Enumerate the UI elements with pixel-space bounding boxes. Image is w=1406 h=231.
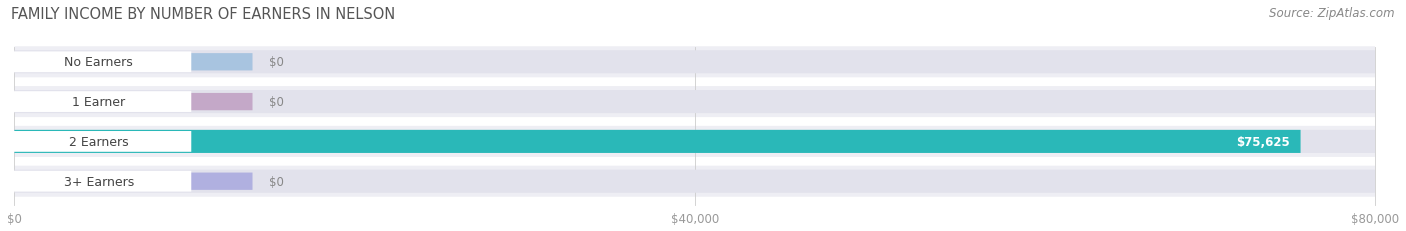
Text: $75,625: $75,625: [1236, 135, 1289, 148]
Text: $0: $0: [269, 175, 284, 188]
Text: 2 Earners: 2 Earners: [69, 135, 128, 148]
FancyBboxPatch shape: [14, 126, 1375, 157]
Text: 1 Earner: 1 Earner: [72, 96, 125, 109]
FancyBboxPatch shape: [11, 171, 191, 192]
FancyBboxPatch shape: [14, 166, 1375, 197]
FancyBboxPatch shape: [11, 92, 191, 112]
FancyBboxPatch shape: [14, 87, 1375, 118]
Text: FAMILY INCOME BY NUMBER OF EARNERS IN NELSON: FAMILY INCOME BY NUMBER OF EARNERS IN NE…: [11, 7, 395, 22]
FancyBboxPatch shape: [14, 170, 1375, 193]
FancyBboxPatch shape: [14, 51, 1375, 74]
FancyBboxPatch shape: [14, 54, 253, 71]
FancyBboxPatch shape: [14, 130, 1375, 153]
FancyBboxPatch shape: [11, 52, 191, 73]
FancyBboxPatch shape: [14, 94, 253, 111]
FancyBboxPatch shape: [11, 131, 191, 152]
Text: No Earners: No Earners: [65, 56, 134, 69]
FancyBboxPatch shape: [14, 130, 1301, 153]
FancyBboxPatch shape: [14, 47, 1375, 78]
Text: Source: ZipAtlas.com: Source: ZipAtlas.com: [1270, 7, 1395, 20]
Text: $0: $0: [269, 96, 284, 109]
FancyBboxPatch shape: [14, 91, 1375, 114]
FancyBboxPatch shape: [14, 173, 253, 190]
Text: $0: $0: [269, 56, 284, 69]
Text: 3+ Earners: 3+ Earners: [63, 175, 134, 188]
